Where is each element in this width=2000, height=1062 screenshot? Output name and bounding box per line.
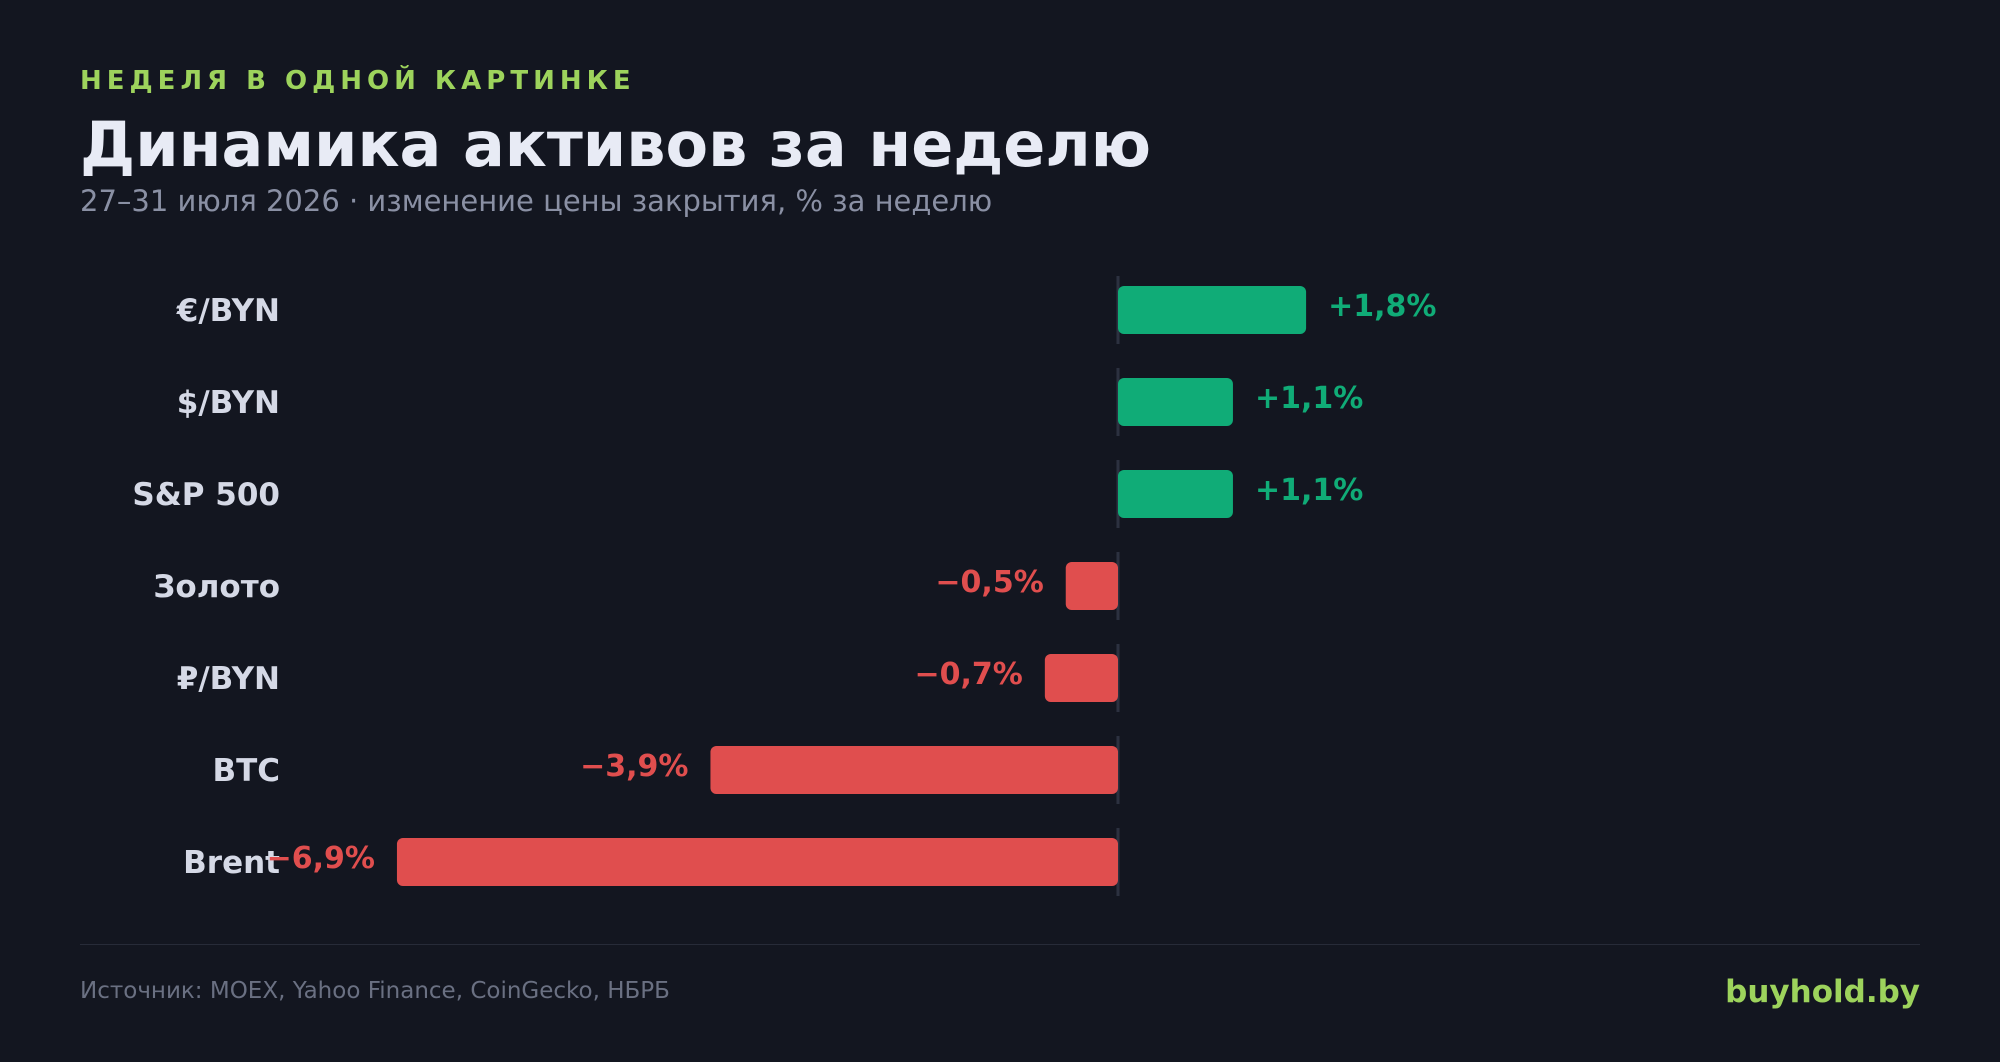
bar bbox=[396, 838, 1118, 886]
category-label: $/BYN bbox=[177, 385, 280, 421]
bar bbox=[1118, 470, 1233, 518]
footer-divider bbox=[80, 944, 1920, 945]
bar bbox=[710, 746, 1118, 794]
bar bbox=[1044, 654, 1118, 702]
subtitle: 27–31 июля 2026 · изменение цены закрыти… bbox=[80, 184, 993, 218]
value-label: +1,1% bbox=[1255, 381, 1363, 416]
value-label: +1,1% bbox=[1255, 473, 1363, 508]
value-label: +1,8% bbox=[1328, 289, 1436, 324]
value-label: −0,5% bbox=[935, 565, 1043, 600]
value-label: −3,9% bbox=[580, 749, 688, 784]
source-note: Источник: MOEX, Yahoo Finance, CoinGecko… bbox=[80, 978, 670, 1004]
brand-link[interactable]: buyhold.by bbox=[1725, 974, 1920, 1010]
category-label: BTC bbox=[212, 753, 280, 789]
bar bbox=[1065, 562, 1118, 610]
category-label: Золото bbox=[153, 569, 280, 605]
page-title: Динамика активов за неделю bbox=[80, 108, 1152, 181]
kicker: НЕДЕЛЯ В ОДНОЙ КАРТИНКЕ bbox=[80, 66, 636, 96]
bar bbox=[1118, 378, 1233, 426]
value-label: −6,9% bbox=[267, 841, 375, 876]
category-label: S&P 500 bbox=[132, 477, 280, 513]
category-label: Brent bbox=[183, 845, 280, 881]
bar bbox=[1118, 286, 1307, 334]
category-label: ₽/BYN bbox=[177, 661, 280, 697]
bar-chart: €/BYN +1,8% $/BYN +1,1% S&P 500 +1,1% Золото −0… bbox=[132, 276, 1436, 896]
value-label: −0,7% bbox=[915, 657, 1023, 692]
category-label: €/BYN bbox=[176, 293, 280, 329]
